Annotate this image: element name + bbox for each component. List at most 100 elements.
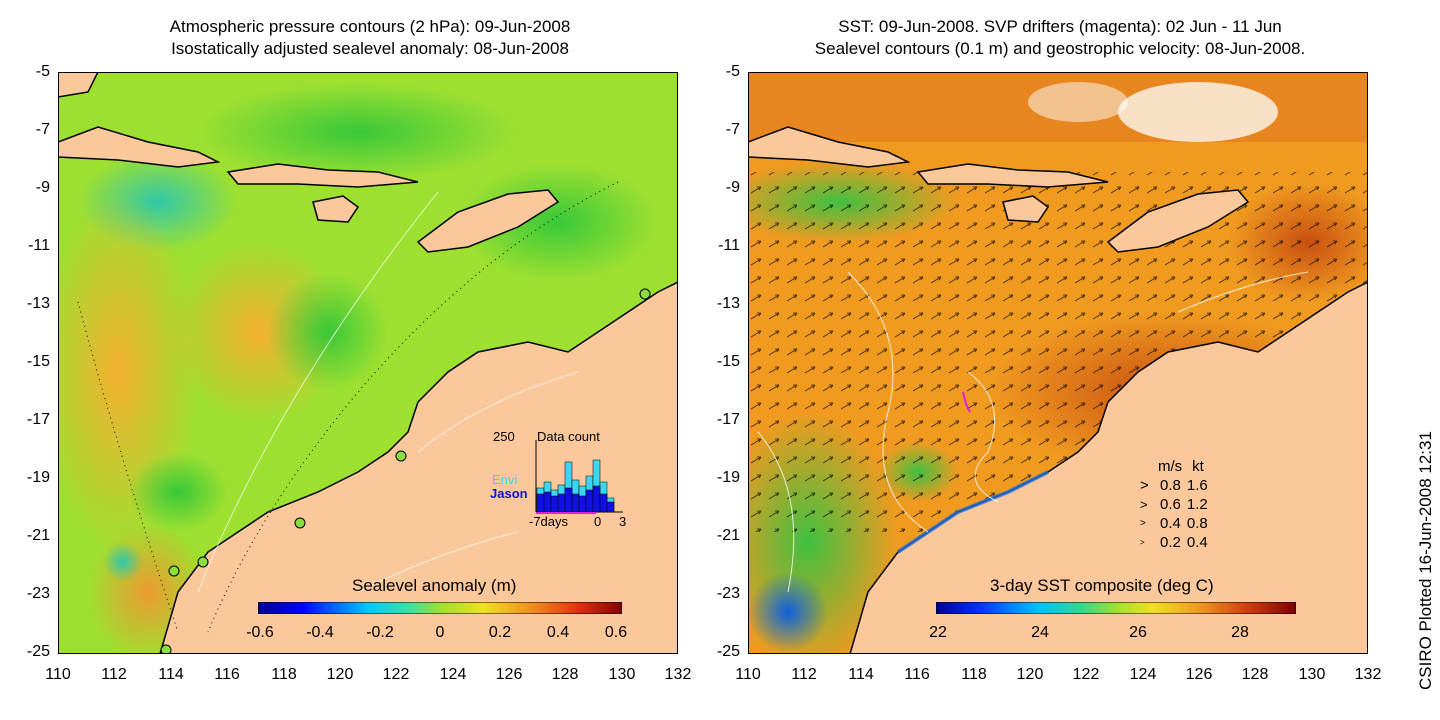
left-colorbar — [258, 602, 622, 614]
velocity-legend: m/s kt >0.8 1.6 >0.6 1.2 >0.4 0.8 >0.2 0.4 — [1140, 457, 1208, 552]
left-colorbar-tick: 0 — [435, 624, 445, 641]
left-xtick: 114 — [158, 666, 184, 683]
left-title-line1: Atmospheric pressure contours (2 hPa): 0… — [169, 17, 571, 36]
right-xtick: 130 — [1298, 666, 1326, 683]
right-colorbar-title: 3-day SST composite (deg C) — [990, 576, 1214, 595]
data-count-xlabel-left: -7days — [529, 514, 569, 529]
left-ytick: -19 — [26, 469, 50, 486]
left-colorbar-tick: -0.4 — [306, 624, 334, 641]
left-xtick: 120 — [326, 666, 354, 683]
right-ytick: -5 — [725, 63, 740, 80]
right-colorbar-tick: 28 — [1231, 624, 1249, 641]
left-land-java — [58, 126, 221, 168]
left-xtick: 112 — [101, 666, 127, 683]
right-ytick: -15 — [716, 353, 740, 370]
right-ytick: -17 — [716, 411, 740, 428]
right-ytick: -21 — [716, 527, 740, 544]
left-map — [58, 72, 678, 654]
right-land-nusa-tenggara — [916, 163, 1109, 188]
left-land-australia — [159, 281, 678, 654]
left-xtick: 132 — [664, 666, 692, 683]
right-land-sumba — [1002, 195, 1050, 223]
right-map — [748, 72, 1368, 654]
left-land-nusa-tenggara — [226, 163, 419, 188]
velocity-kt: 1.6 — [1186, 477, 1208, 494]
arrow-icon: > — [1140, 518, 1146, 529]
left-ytick: -15 — [26, 353, 50, 370]
right-xtick: 128 — [1241, 666, 1269, 683]
right-xtick: 122 — [1072, 666, 1100, 683]
velocity-legend-header-ms: m/s — [1158, 458, 1183, 475]
arrow-icon: > — [1140, 477, 1149, 494]
data-count-series1: Envi — [492, 472, 518, 487]
right-ytick: -25 — [716, 643, 740, 660]
left-colorbar-tick: -0.6 — [246, 624, 274, 641]
left-colorbar-tick: 0.4 — [546, 624, 570, 641]
right-xtick: 120 — [1016, 666, 1044, 683]
right-xtick: 112 — [791, 666, 817, 683]
right-colorbar-tick: 26 — [1129, 624, 1147, 641]
right-colorbar-tick: 24 — [1031, 624, 1049, 641]
left-ytick: -7 — [35, 121, 50, 138]
velocity-ms: 0.4 — [1160, 515, 1181, 532]
left-xtick: 122 — [382, 666, 410, 683]
left-xtick: 118 — [271, 666, 297, 683]
right-xtick: 132 — [1354, 666, 1382, 683]
right-xtick: 126 — [1185, 666, 1213, 683]
right-title-line1: SST: 09-Jun-2008. SVP drifters (magenta)… — [838, 17, 1282, 36]
velocity-ms: 0.8 — [1160, 477, 1181, 494]
right-xtick: 124 — [1129, 666, 1157, 683]
left-colorbar-tick: 0.2 — [488, 624, 512, 641]
left-ytick: -5 — [35, 63, 50, 80]
velocity-legend-header-kt: kt — [1192, 458, 1204, 475]
left-ytick: -17 — [26, 411, 50, 428]
right-xtick: 116 — [904, 666, 930, 683]
plot-credit: CSIRO Plotted 16-Jun-2008 12:31 — [1416, 431, 1435, 690]
right-xtick: 114 — [848, 666, 874, 683]
left-land-topleft — [58, 72, 99, 98]
left-xtick: 110 — [45, 666, 71, 683]
right-colorbar-tick: 22 — [929, 624, 947, 641]
velocity-ms: 0.6 — [1160, 496, 1181, 513]
right-ytick: -9 — [725, 179, 740, 196]
left-land-timor — [416, 189, 560, 253]
arrow-icon: > — [1140, 497, 1148, 512]
left-ytick: -21 — [26, 527, 50, 544]
right-title-line2: Sealevel contours (0.1 m) and geostrophi… — [814, 39, 1306, 58]
data-count-xlabel-mid: 0 — [594, 514, 602, 529]
left-xtick: 126 — [495, 666, 523, 683]
left-colorbar-title: Sealevel anomaly (m) — [352, 576, 517, 595]
left-colorbar-tick: -0.2 — [366, 624, 394, 641]
left-ytick: -13 — [26, 295, 50, 312]
data-count-max: 250 — [493, 429, 515, 444]
right-colorbar — [936, 602, 1296, 614]
right-ytick: -23 — [716, 585, 740, 602]
right-xtick: 110 — [735, 666, 761, 683]
right-land-java — [748, 126, 911, 168]
data-count-title: Data count — [537, 429, 600, 444]
right-ytick: -11 — [718, 237, 740, 254]
velocity-kt: 0.4 — [1186, 534, 1208, 551]
data-count-series2: Jason — [490, 486, 528, 501]
velocity-kt: 1.2 — [1186, 496, 1208, 513]
left-ytick: -11 — [28, 237, 50, 254]
right-land-timor — [1106, 189, 1250, 253]
velocity-kt: 0.8 — [1186, 515, 1208, 532]
left-xtick: 130 — [608, 666, 636, 683]
arrow-icon: > — [1140, 538, 1145, 547]
right-ytick: -19 — [716, 469, 740, 486]
left-xtick: 128 — [551, 666, 579, 683]
data-count-bars — [535, 440, 623, 514]
right-ytick: -7 — [725, 121, 740, 138]
left-colorbar-tick: 0.6 — [604, 624, 628, 641]
left-land-sumba — [312, 195, 360, 223]
left-ytick: -25 — [26, 643, 50, 660]
left-ytick: -9 — [35, 179, 50, 196]
right-xtick: 118 — [961, 666, 987, 683]
left-ytick: -23 — [26, 585, 50, 602]
right-ytick: -13 — [716, 295, 740, 312]
data-count-xlabel-right: 3 — [619, 514, 627, 529]
left-title-line2: Isostatically adjusted sealevel anomaly:… — [171, 39, 569, 58]
left-xtick: 116 — [214, 666, 240, 683]
velocity-ms: 0.2 — [1160, 534, 1181, 551]
